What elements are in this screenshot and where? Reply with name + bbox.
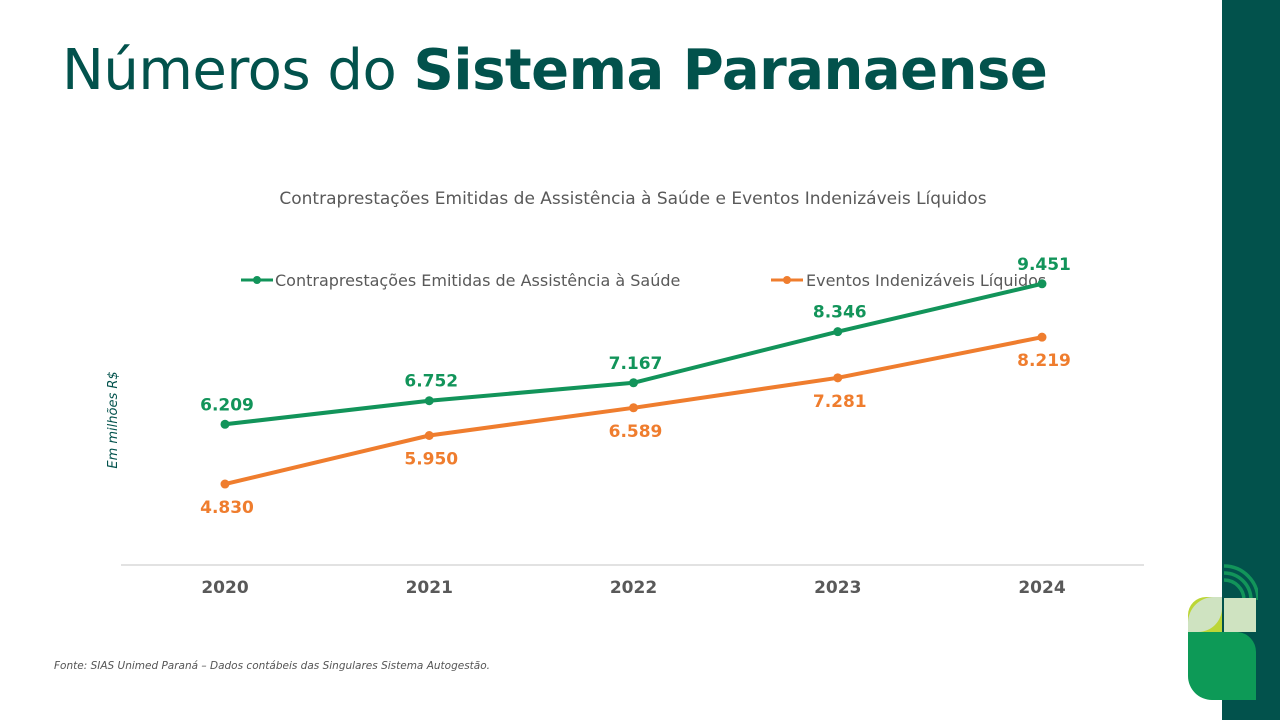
legend-dot-orange	[783, 276, 791, 284]
data-point	[220, 479, 230, 489]
data-label: 6.752	[404, 372, 458, 392]
data-label: 9.451	[1017, 255, 1071, 275]
data-label: 5.950	[404, 450, 458, 470]
data-point	[1037, 279, 1047, 289]
line-chart: Contraprestações Emitidas de Assistência…	[106, 189, 1144, 598]
data-label: 4.830	[200, 498, 254, 518]
page-title-bold: Sistema Paranaense	[413, 38, 1048, 103]
page-title: Números do Sistema Paranaense	[62, 38, 1048, 103]
page-title-regular: Números do	[62, 38, 397, 103]
x-tick-label: 2022	[610, 578, 657, 598]
data-label: 7.281	[813, 392, 867, 412]
x-tick-label: 2021	[406, 578, 453, 598]
data-point	[629, 403, 638, 413]
x-tick-label: 2023	[814, 578, 861, 598]
data-label: 6.209	[200, 395, 254, 415]
plot-series: 6.209 6.752 7.167 8.346 9.451 4.830 5.950 6.589…	[200, 255, 1071, 518]
x-tick-label: 2020	[201, 578, 248, 598]
data-point	[220, 419, 230, 429]
legend-label-orange: Eventos Indenizáveis Líquidos	[806, 271, 1046, 290]
data-label: 6.589	[609, 422, 663, 442]
data-point	[424, 396, 434, 406]
data-point	[424, 431, 434, 440]
source-note: Fonte: SIAS Unimed Paraná – Dados contáb…	[54, 660, 490, 672]
legend-dot-green	[253, 276, 261, 284]
x-tick-label: 2024	[1018, 578, 1065, 598]
legend-label-green: Contraprestações Emitidas de Assistência…	[275, 271, 680, 290]
data-point	[833, 373, 843, 383]
data-point	[629, 378, 638, 388]
unimed-logo-icon	[1188, 564, 1258, 700]
data-point	[1037, 332, 1047, 342]
data-label: 8.219	[1017, 351, 1071, 371]
y-axis-label: Em milhões R$	[106, 371, 121, 468]
x-axis-ticks: 2020 2021 2022 2023 2024	[201, 578, 1065, 598]
data-label: 8.346	[813, 303, 867, 323]
chart-title: Contraprestações Emitidas de Assistência…	[279, 189, 986, 209]
legend: Contraprestações Emitidas de Assistência…	[241, 271, 1046, 290]
data-label: 7.167	[609, 354, 663, 374]
data-point	[833, 327, 843, 337]
